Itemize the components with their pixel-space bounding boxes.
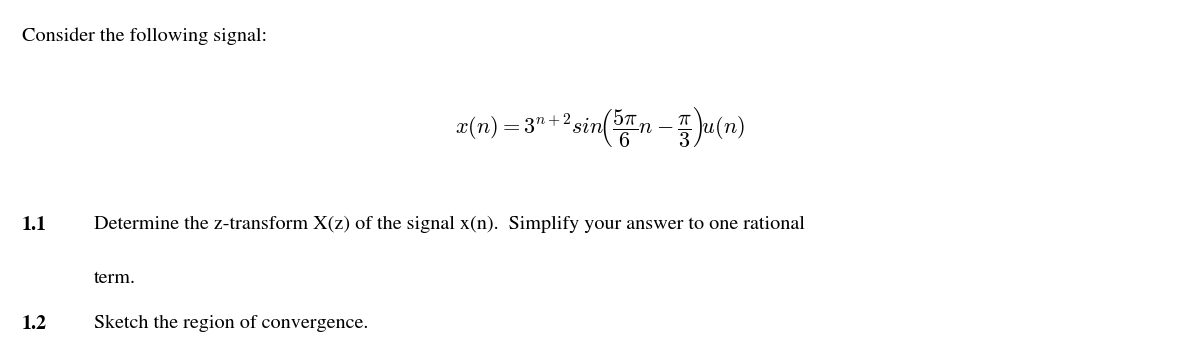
Text: $x(n) = 3^{n+2}\mathit{sin}\!\left(\dfrac{5\pi}{6}n - \dfrac{\pi}{3}\right)\!u(n: $x(n) = 3^{n+2}\mathit{sin}\!\left(\dfra…: [455, 105, 745, 149]
Text: 1.2: 1.2: [22, 315, 47, 333]
Text: Determine the z-transform X(z) of the signal x(n).  Simplify your answer to one : Determine the z-transform X(z) of the si…: [94, 216, 804, 233]
Text: Consider the following signal:: Consider the following signal:: [22, 28, 266, 46]
Text: Sketch the region of convergence.: Sketch the region of convergence.: [94, 315, 368, 332]
Text: 1.1: 1.1: [22, 216, 47, 234]
Text: term.: term.: [94, 270, 136, 287]
